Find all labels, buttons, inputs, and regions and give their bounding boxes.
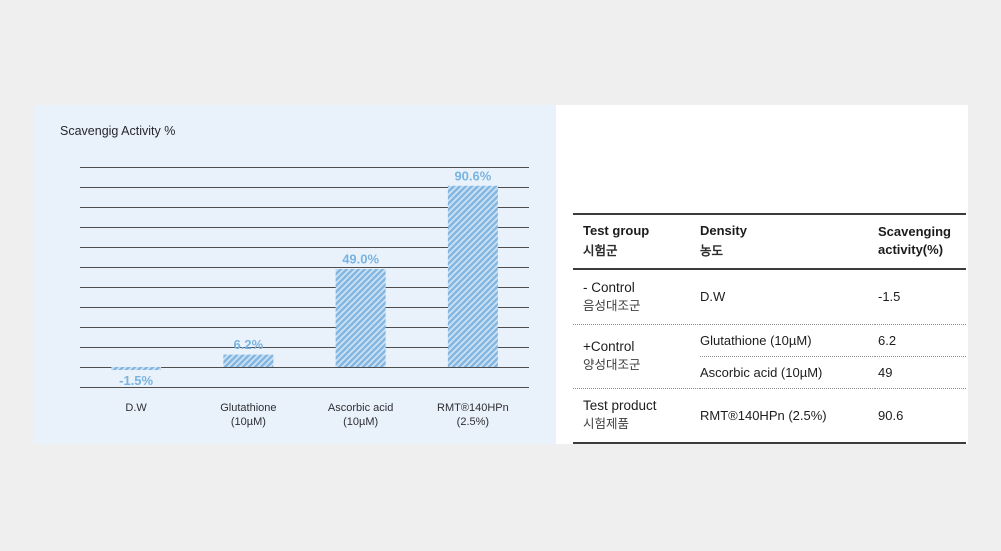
- bar: [447, 185, 498, 367]
- group-cell: Test product 시험제품: [573, 387, 700, 443]
- bar-chart: -1.5% 6.2% 49.0% 90.6% D.W Glutathione (10µ…: [80, 167, 529, 429]
- x-axis-label-rmt140hpn: RMT®140HPn (2.5%): [437, 402, 509, 428]
- header-density: Density 농도: [700, 222, 747, 258]
- results-table: Test group 시험군 Density 농도 Scavenging act…: [573, 213, 966, 444]
- bar-value-label: -1.5%: [119, 373, 153, 388]
- x-axis-labels: D.W Glutathione (10µM) Ascorbic acid (10…: [80, 401, 529, 429]
- value-cell: 90.6: [875, 387, 966, 443]
- bar-value-label: 6.2%: [234, 337, 264, 352]
- table-header-row: Test group 시험군 Density 농도 Scavenging act…: [573, 214, 966, 269]
- value-cell: 6.2: [875, 323, 966, 356]
- bar-chart-plot: -1.5% 6.2% 49.0% 90.6%: [80, 167, 529, 388]
- x-axis-label-ascorbic-acid: Ascorbic acid (10µM): [327, 402, 394, 428]
- x-axis-label-glutathione: Glutathione (10µM): [220, 402, 277, 428]
- bar-value-label: 90.6%: [454, 168, 491, 183]
- content-band: Scavengig Activity % -1.5% 6.2% 49.0% 90.6%…: [34, 105, 968, 444]
- value-cell: -1.5: [878, 289, 901, 305]
- density-cell: RMT®140HPn (2.5%): [700, 387, 875, 443]
- bar-value-label: 49.0%: [342, 252, 379, 267]
- table-row-test-product: Test product 시험제품 RMT®140HPn (2.5%) 90.6: [573, 387, 966, 443]
- density-cell: Ascorbic acid (10µM): [700, 355, 875, 388]
- group-cell: +Control 양성대조군: [573, 323, 700, 388]
- chart-title: Scavengig Activity %: [60, 124, 176, 138]
- x-axis-label-dw: D.W: [125, 402, 147, 414]
- bar: [111, 367, 162, 370]
- density-cell: D.W: [700, 289, 726, 305]
- group-cell: - Control 음성대조군: [583, 279, 641, 313]
- value-cell: 49: [875, 355, 966, 388]
- header-test-group: Test group 시험군: [583, 222, 650, 258]
- density-cell: Glutathione (10µM): [700, 323, 875, 356]
- table-row-positive-control-2: Ascorbic acid (10µM) 49: [573, 355, 966, 388]
- table-row-positive-control-1: +Control 양성대조군 Glutathione (10µM) 6.2: [573, 323, 966, 388]
- table-panel: Test group 시험군 Density 농도 Scavenging act…: [556, 105, 968, 444]
- chart-panel: Scavengig Activity % -1.5% 6.2% 49.0% 90.6%…: [34, 105, 556, 444]
- bar: [223, 354, 274, 367]
- table-row-negative-control: - Control 음성대조군 D.W -1.5: [573, 269, 966, 324]
- bar: [335, 269, 386, 367]
- header-scavenging-activity: Scavenging activity(%): [878, 223, 951, 257]
